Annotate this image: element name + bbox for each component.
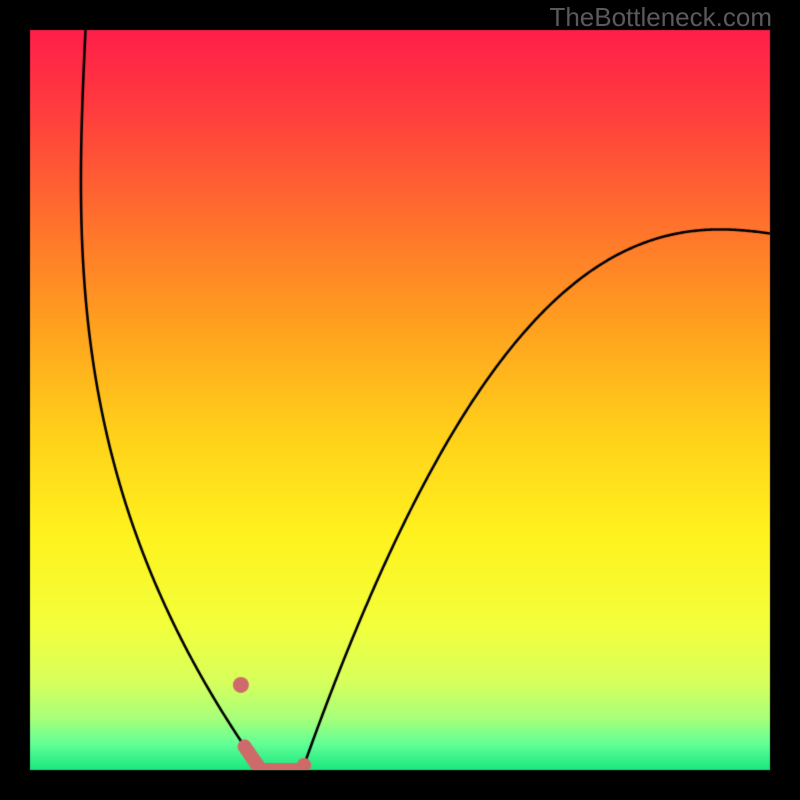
watermark-text: TheBottleneck.com — [549, 2, 772, 33]
chart-stage: TheBottleneck.com — [0, 0, 800, 800]
bottleneck-curve-plot — [0, 0, 800, 800]
